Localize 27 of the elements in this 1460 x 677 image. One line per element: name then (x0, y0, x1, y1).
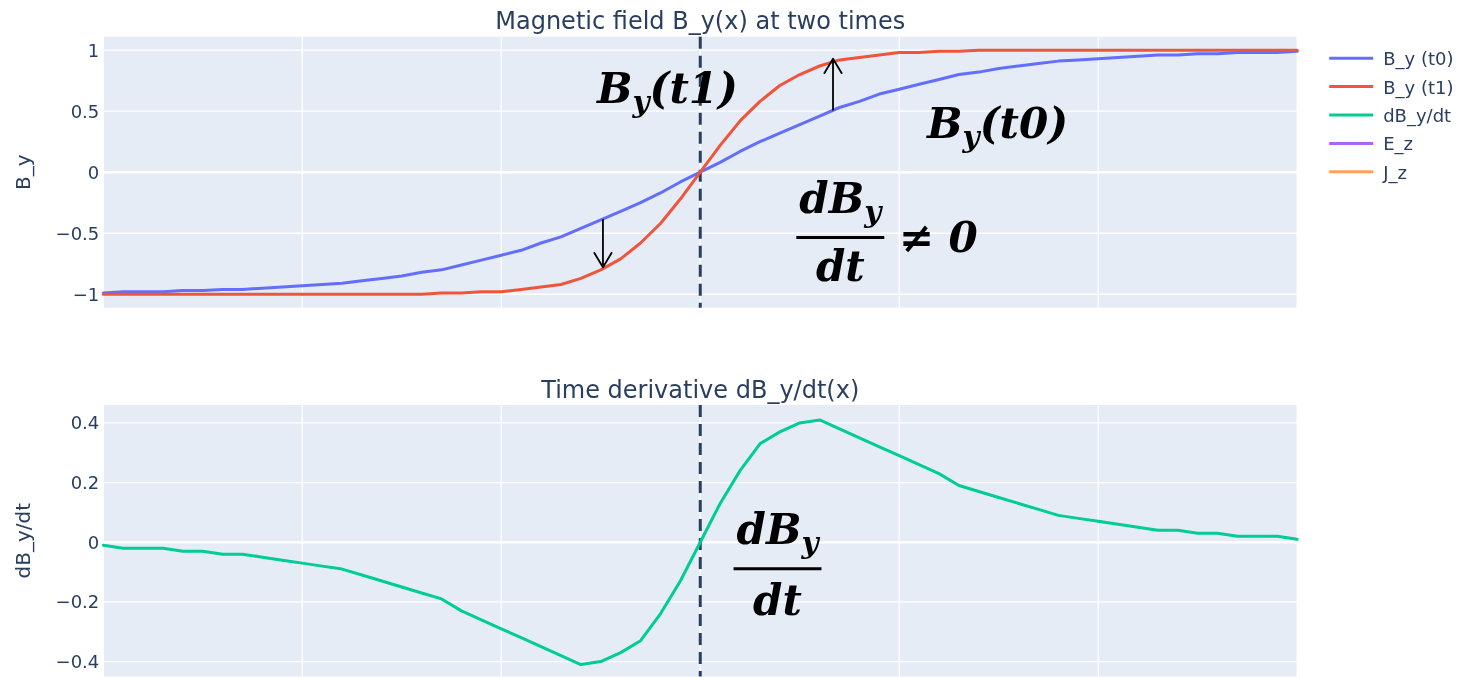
annotation: dt (815, 242, 865, 292)
y-tick-label: −0.5 (55, 222, 100, 244)
legend-label: B_y (t0) (1383, 47, 1454, 70)
y-tick-label: 0.4 (70, 412, 100, 434)
annotation: ≠ 0 (898, 213, 978, 263)
y-axis-title: B_y (11, 154, 35, 190)
y-axis-title: dB_y/dt (11, 502, 35, 579)
legend-label: B_y (t1) (1383, 76, 1454, 99)
y-tick-label: 1 (87, 39, 100, 61)
y-tick-label: −0.4 (55, 651, 100, 673)
y-tick-label: 0.2 (70, 472, 100, 494)
legend-label: dB_y/dt (1383, 104, 1452, 127)
line-series (101, 418, 1299, 667)
chart-title: Magnetic field B_y(x) at two times (495, 6, 906, 35)
legend-label: E_z (1383, 132, 1414, 155)
annotation: dt (753, 575, 802, 625)
annotation: dB$_{y}$ (736, 505, 821, 561)
y-tick-label: 0 (87, 531, 100, 553)
y-tick-label: −1 (72, 283, 100, 305)
annotation: B$_{y}$(t0) (926, 99, 1069, 155)
annotation: B$_{y}$(t1) (595, 63, 738, 120)
y-tick-label: −0.2 (55, 591, 100, 613)
legend-label: J_z (1382, 161, 1407, 184)
y-tick-label: 0 (87, 161, 100, 183)
annotation: dB$_{y}$ (799, 174, 884, 230)
chart-title: Time derivative dB_y/dt(x) (540, 376, 860, 404)
y-tick-label: 0.5 (70, 100, 100, 122)
